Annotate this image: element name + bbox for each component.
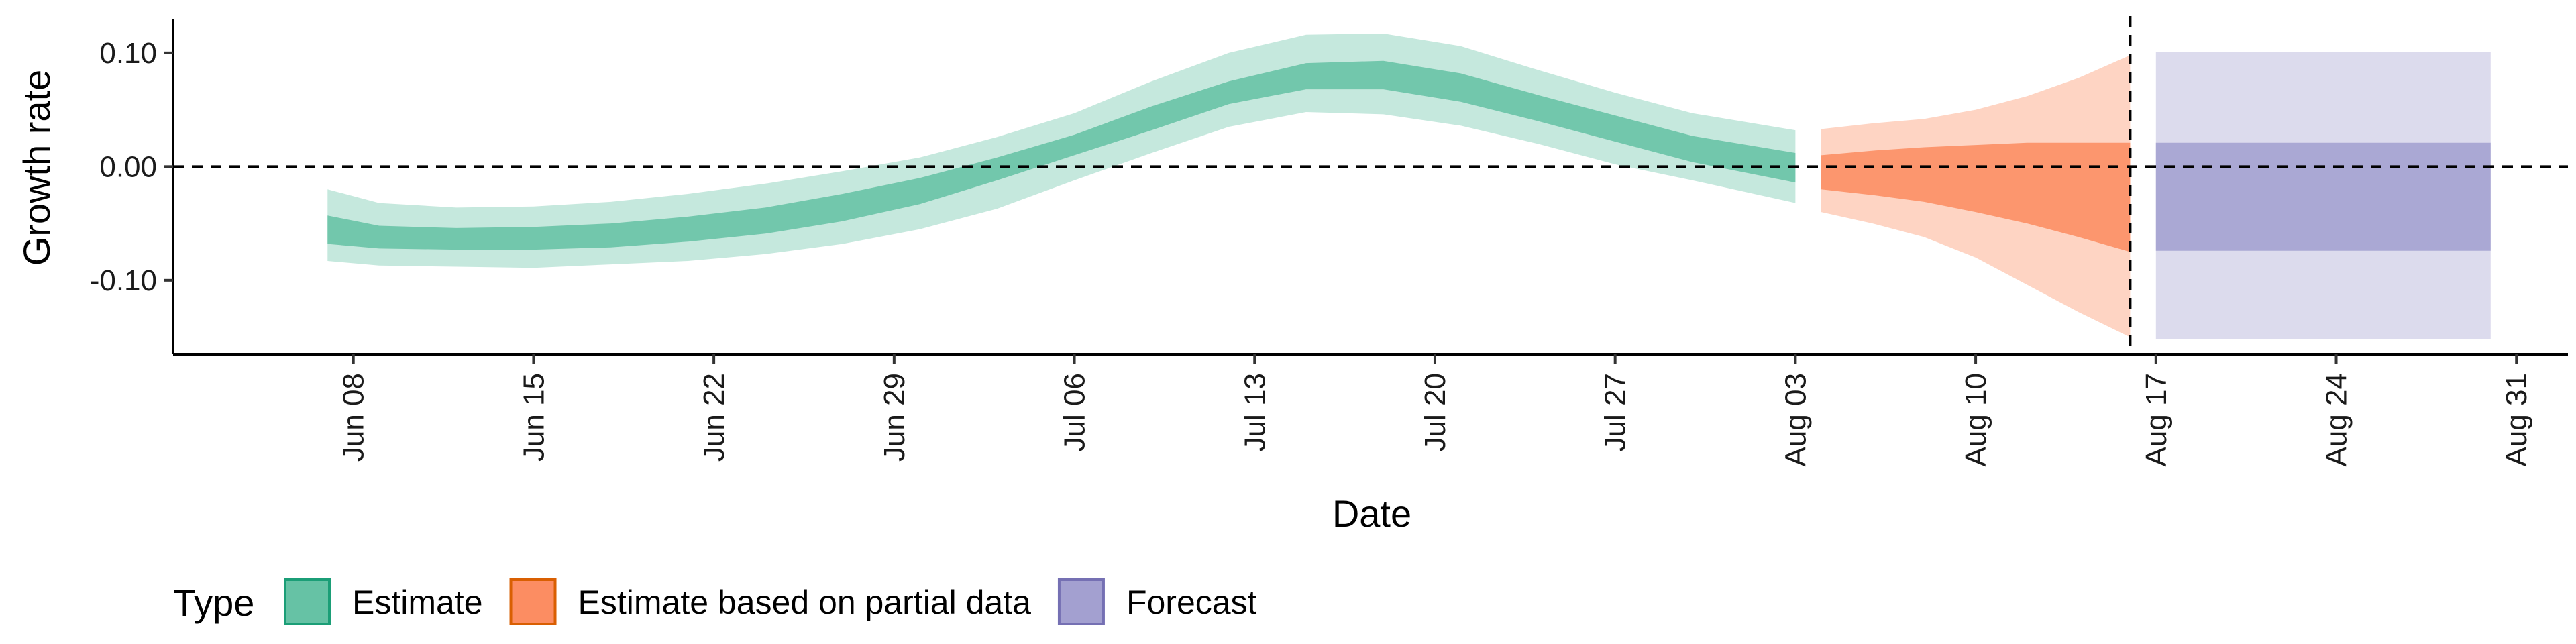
x-tick-label: Jun 22 bbox=[698, 373, 731, 462]
y-axis-title: Growth rate bbox=[15, 70, 58, 266]
legend-title: Type bbox=[173, 582, 254, 624]
legend: Type Estimate Estimate based on partial d… bbox=[173, 578, 1257, 625]
x-tick-label: Jul 20 bbox=[1419, 373, 1452, 451]
x-tick-label: Aug 17 bbox=[2140, 373, 2173, 466]
legend-entries: Estimate Estimate based on partial data Fo… bbox=[284, 578, 1257, 625]
x-tick-label: Jul 06 bbox=[1059, 373, 1091, 451]
legend-swatch-forecast bbox=[1057, 578, 1105, 625]
x-tick-label: Jun 15 bbox=[517, 373, 550, 462]
axes: 0.10 0.00 -0.10 Jun 08 Jun 15 Jun 22 Jun 29 Jul… bbox=[90, 19, 2568, 466]
estimate-ribbon-50 bbox=[327, 60, 1796, 250]
x-tick-label: Aug 24 bbox=[2320, 373, 2353, 466]
x-tick-label: Aug 31 bbox=[2500, 373, 2533, 466]
y-tick-label: 0.00 bbox=[99, 150, 157, 183]
x-tick-label: Jun 08 bbox=[337, 373, 370, 462]
x-tick-label: Aug 10 bbox=[1960, 373, 1992, 466]
estimate-based-on-partial-data-ribbon-50 bbox=[1821, 142, 2131, 252]
legend-swatch-estimate-based-on-partial-data bbox=[509, 578, 557, 625]
x-tick-label: Jun 29 bbox=[878, 373, 911, 462]
forecast-ribbon-50 bbox=[2155, 142, 2491, 251]
reference-lines bbox=[173, 16, 2568, 354]
legend-swatch-estimate bbox=[284, 578, 331, 625]
x-tick-label: Jul 13 bbox=[1238, 373, 1271, 451]
y-tick-label: 0.10 bbox=[99, 37, 157, 70]
legend-label-estimate: Estimate bbox=[352, 584, 483, 621]
x-axis-title: Date bbox=[1332, 492, 1411, 535]
legend-label-estimate-based-on-partial-data: Estimate based on partial data bbox=[578, 584, 1032, 621]
y-tick-label: -0.10 bbox=[90, 264, 157, 297]
ribbons-layer bbox=[327, 34, 2491, 339]
legend-label-forecast: Forecast bbox=[1126, 584, 1257, 621]
x-tick-label: Aug 03 bbox=[1779, 373, 1812, 466]
x-tick-label: Jul 27 bbox=[1599, 373, 1632, 451]
